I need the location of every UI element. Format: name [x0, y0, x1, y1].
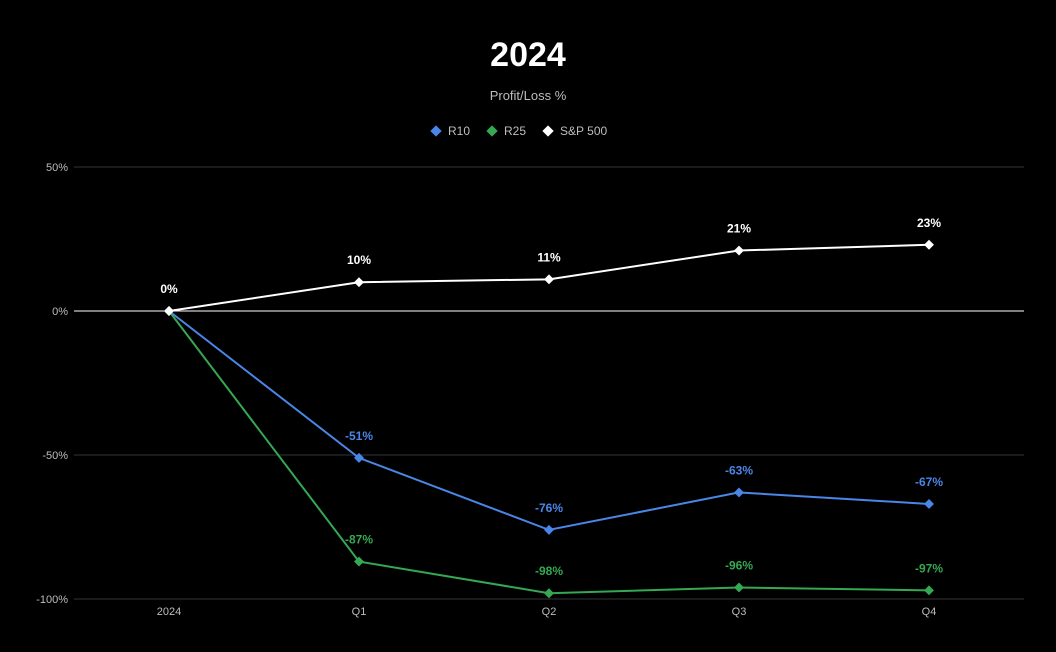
y-axis: 50% 0% -50% -100% [36, 162, 68, 606]
data-point [164, 306, 174, 316]
y-tick-label: -50% [42, 450, 68, 462]
data-label: -98% [535, 564, 563, 578]
data-label: 10% [347, 253, 371, 267]
data-point [544, 588, 554, 599]
data-label: -51% [345, 429, 373, 443]
data-label: 21% [727, 222, 751, 236]
legend-marker-r10 [430, 125, 442, 137]
y-tick-label: 0% [52, 306, 68, 318]
series-r25 [164, 306, 934, 599]
data-point [924, 585, 934, 596]
data-point [924, 499, 934, 509]
data-label: -67% [915, 475, 943, 489]
data-label: 11% [537, 250, 561, 264]
legend-marker-s-p-500 [542, 125, 554, 137]
data-point [354, 556, 364, 567]
x-tick-label: Q3 [732, 606, 747, 618]
x-tick-label: Q1 [352, 606, 367, 618]
series-line-r25 [168, 310, 930, 595]
series-line-r10 [168, 310, 930, 531]
data-label: -76% [535, 501, 563, 515]
x-tick-label: Q2 [542, 606, 557, 618]
data-label: -96% [725, 558, 753, 572]
data-point [544, 524, 554, 535]
data-point [734, 487, 744, 498]
chart-title: 2024 [490, 36, 566, 74]
chart-subtitle: Profit/Loss % [490, 88, 567, 103]
data-point [354, 277, 364, 288]
data-label: 23% [917, 216, 941, 230]
data-label: 0% [160, 282, 178, 296]
legend: R10 R25 S&P 500 [430, 124, 608, 138]
legend-marker-r25 [486, 125, 498, 137]
series-layer [164, 239, 934, 599]
legend-label-r25: R25 [504, 124, 526, 138]
data-label: -63% [725, 463, 753, 477]
data-point [734, 245, 744, 256]
data-label: -97% [915, 561, 943, 575]
series-s-p-500 [164, 239, 934, 316]
x-tick-label: 2024 [157, 606, 181, 618]
legend-label-s-p-500: S&P 500 [560, 124, 607, 138]
data-point [544, 274, 554, 285]
data-point [734, 582, 744, 593]
legend-label-r10: R10 [448, 124, 470, 138]
data-label: -87% [345, 533, 373, 547]
x-axis: 2024 Q1 Q2 Q3 Q4 [157, 606, 937, 618]
y-tick-label: -100% [36, 594, 68, 606]
x-tick-label: Q4 [922, 606, 937, 618]
data-point [354, 452, 364, 463]
data-labels: -51% -76% -63% -67% -87% -98% -96% -97% 0% 10% 11%… [160, 216, 943, 578]
y-tick-label: 50% [46, 162, 68, 174]
grid [74, 166, 1024, 600]
data-point [924, 239, 934, 250]
